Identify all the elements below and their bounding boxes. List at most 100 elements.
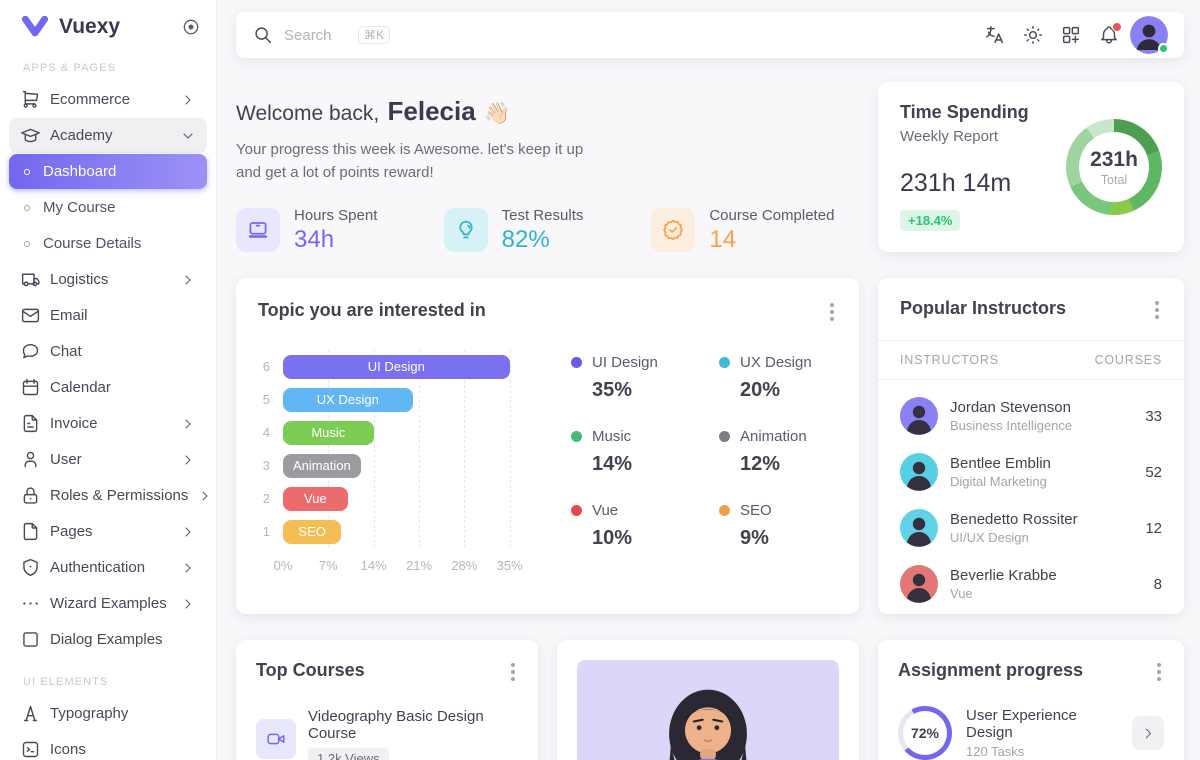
assignment-title: User Experience Design [966, 707, 1077, 741]
sidebar-item-authentication[interactable]: Authentication [9, 550, 207, 585]
sidebar-item-calendar[interactable]: Calendar [9, 370, 207, 405]
chevron-right-icon [180, 452, 196, 468]
welcome-line1: Your progress this week is Awesome. let'… [236, 141, 584, 158]
stat-test-results: Test Results 82% [443, 207, 652, 254]
avatar [900, 565, 938, 603]
student-illustration-image [669, 689, 747, 760]
welcome-user-name: Felecia [387, 96, 476, 126]
assignment-list: 72% User Experience Design 120 Tasks [898, 706, 1164, 760]
sidebar-item-logistics[interactable]: Logistics [9, 262, 207, 297]
donut-center: 231h Total [1079, 132, 1149, 202]
user-avatar[interactable] [1130, 16, 1169, 54]
nav-section-label: UI ELEMENTS [23, 676, 109, 688]
chevron-right-icon [1140, 725, 1157, 742]
search-icon[interactable] [252, 24, 274, 46]
sidebar-item-label: Ecommerce [50, 91, 131, 108]
avatar [900, 397, 938, 435]
calendar-icon [20, 377, 41, 398]
chevron-right-icon [180, 272, 196, 288]
instructor-info: Benedetto Rossiter UI/UX Design [950, 511, 1078, 545]
legend-value: 14% [592, 453, 633, 475]
search-input[interactable] [284, 26, 348, 44]
sidebar-item-course-details[interactable]: Course Details [9, 226, 207, 261]
chart-legend: UI Design 35% UX Design 20% Music 14% Animatio… [571, 354, 837, 576]
sidebar-item-invoice[interactable]: Invoice [9, 406, 207, 441]
stat-text: Hours Spent 34h [294, 207, 377, 254]
sidebar-item-wizard-examples[interactable]: Wizard Examples [9, 586, 207, 621]
legend-value: 12% [740, 453, 781, 475]
gridline [509, 350, 511, 548]
stat-tile [236, 208, 280, 252]
gridline [419, 350, 420, 548]
sidebar-item-label: Wizard Examples [50, 595, 167, 612]
user-icon [20, 449, 41, 470]
progress-ring-value: 72% [903, 711, 947, 755]
sidebar-item-label: Pages [50, 523, 93, 540]
sidebar-item-typography[interactable]: Typography [9, 696, 207, 731]
bar-music: Music [283, 420, 374, 445]
top-courses-card: Top Courses Videography Basic Design Cou… [236, 640, 538, 760]
video-icon [265, 728, 287, 750]
sidebar-pin-icon[interactable] [181, 17, 201, 37]
chevron-right-icon [180, 416, 196, 432]
bar-row: Vue [283, 482, 521, 515]
y-axis-label: 3 [262, 458, 270, 473]
sidebar-item-email[interactable]: Email [9, 298, 207, 333]
topbar-actions [984, 22, 1122, 46]
courses-count: 8 [1153, 575, 1162, 593]
truck-icon [20, 269, 41, 290]
stat-course-completed: Course Completed 14 [651, 207, 859, 254]
apps-icon[interactable] [1060, 24, 1082, 46]
circle-icon [20, 201, 34, 215]
more-options-icon[interactable] [1152, 298, 1162, 322]
more-options-icon[interactable] [1154, 660, 1164, 684]
sidebar-item-dashboard[interactable]: Dashboard [9, 154, 207, 189]
x-axis-label: 21% [405, 558, 433, 573]
sidebar-item-roles-permissions[interactable]: Roles & Permissions [9, 478, 208, 513]
bell-icon[interactable] [1098, 22, 1122, 46]
sidebar-item-icons[interactable]: Icons [9, 732, 207, 760]
card-title: Popular Instructors [900, 298, 1067, 318]
sidebar-item-user[interactable]: User [9, 442, 207, 477]
legend-dot [719, 505, 730, 516]
popular-instructors-card: Popular Instructors INSTRUCTORS COURSES … [878, 278, 1184, 614]
laptop-icon [245, 217, 271, 243]
square-icon [20, 629, 41, 650]
instructor-name: Benedetto Rossiter [950, 511, 1078, 528]
stat-value: 82% [501, 225, 550, 253]
sidebar-item-chat[interactable]: Chat [9, 334, 207, 369]
legend-dot [571, 505, 582, 516]
card-head: Popular Instructors [878, 278, 1184, 340]
sidebar-nav: APPS & PAGES Ecommerce Academy Dashboard My … [9, 49, 208, 760]
sidebar-item-academy[interactable]: Academy [9, 118, 207, 153]
sun-icon[interactable] [1022, 24, 1044, 46]
vuexy-logo-icon [21, 16, 49, 38]
legend-value: 9% [740, 527, 769, 549]
next-button[interactable] [1132, 716, 1164, 750]
language-icon[interactable] [984, 24, 1006, 46]
stat-text: Test Results 82% [502, 207, 584, 254]
welcome-title: Welcome back, Felecia 👋🏻 [236, 94, 859, 128]
nav-section-label: APPS & PAGES [23, 62, 117, 74]
instructor-name: Bentlee Emblin [950, 455, 1051, 472]
sidebar-item-ecommerce[interactable]: Ecommerce [9, 82, 207, 117]
icons-icon [20, 739, 41, 760]
sidebar-item-my-course[interactable]: My Course [9, 190, 207, 225]
sidebar-item-label: My Course [43, 199, 116, 216]
academy-icon [20, 125, 41, 146]
sidebar-item-pages[interactable]: Pages [9, 514, 207, 549]
stat-value: 14 [709, 225, 737, 253]
time-spending-info: Time Spending Weekly Report 231h 14m +18… [900, 102, 1029, 232]
column-header-courses: COURSES [1094, 353, 1162, 367]
content-grid: Welcome back, Felecia 👋🏻 Your progress t… [236, 82, 1184, 760]
dots-icon [20, 593, 41, 614]
donut-center-label: Total [1100, 172, 1128, 187]
sidebar-item-dialog-examples[interactable]: Dialog Examples [9, 622, 207, 657]
y-axis-label: 1 [262, 524, 270, 539]
legend-value: 35% [592, 379, 633, 401]
more-options-icon[interactable] [508, 660, 518, 684]
illustration-card [557, 640, 859, 760]
x-axis-label: 14% [360, 558, 387, 573]
more-options-icon[interactable] [827, 300, 837, 324]
sidebar-item-label: Academy [50, 127, 113, 144]
